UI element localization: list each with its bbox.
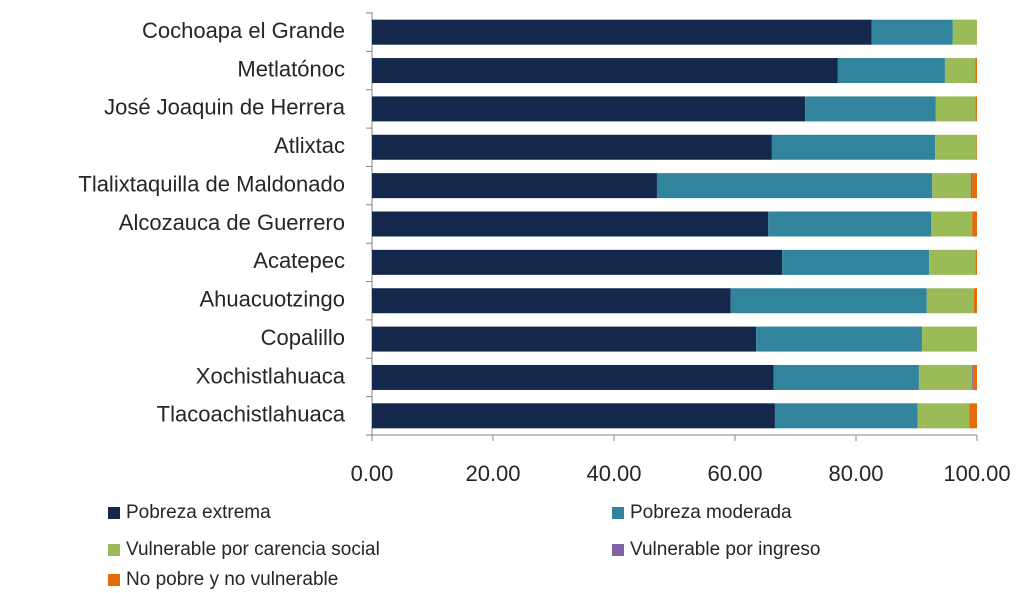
bar-segment xyxy=(774,403,918,429)
bar-segment xyxy=(871,19,953,45)
category-label: Acatepec xyxy=(253,248,345,273)
category-label: Tlacoachistlahuaca xyxy=(157,402,346,427)
bar-segment xyxy=(921,326,977,352)
bar-segment xyxy=(372,96,806,122)
bar-segment xyxy=(975,249,976,275)
bar-segment xyxy=(837,58,945,84)
legend-label: Vulnerable por carencia social xyxy=(126,539,380,560)
category-label: Xochistlahuaca xyxy=(196,363,346,388)
bar-segment xyxy=(932,173,971,199)
bar-segment xyxy=(976,134,977,160)
legend-label: No pobre y no vulnerable xyxy=(126,569,338,590)
bar-segment xyxy=(782,249,930,275)
bar-segment xyxy=(372,364,774,390)
bar-segment xyxy=(372,288,731,314)
bar-segment xyxy=(973,364,977,390)
bar-segment xyxy=(931,211,973,237)
x-tick-label: 60.00 xyxy=(707,461,762,486)
bar-segment xyxy=(768,211,932,237)
category-label: Cochoapa el Grande xyxy=(142,18,345,43)
x-tick-label: 20.00 xyxy=(465,461,520,486)
bar-segment xyxy=(926,288,974,314)
bar-segment xyxy=(975,96,977,122)
bar-segment xyxy=(952,19,977,45)
category-label: Atlixtac xyxy=(274,133,345,158)
legend-label: Pobreza moderada xyxy=(630,502,792,523)
bar-segment xyxy=(372,19,872,45)
bar-segment xyxy=(372,326,757,352)
bar-segment xyxy=(656,173,933,199)
bar-segment xyxy=(973,288,977,314)
bar-segment xyxy=(917,403,970,429)
bar-segment xyxy=(372,58,838,84)
legend-swatch xyxy=(108,507,120,519)
x-tick-label: 40.00 xyxy=(586,461,641,486)
bar-segment xyxy=(935,96,976,122)
x-tick-label: 0.00 xyxy=(351,461,394,486)
x-tick-label: 100.00 xyxy=(943,461,1010,486)
bar-segment xyxy=(944,58,976,84)
bar-segment xyxy=(918,364,973,390)
bar-segment xyxy=(805,96,936,122)
bar-segment xyxy=(975,249,977,275)
bar-segment xyxy=(935,134,977,160)
category-label: Alcozauca de Guerrero xyxy=(119,210,345,235)
bar-segment xyxy=(969,403,970,429)
category-label: Ahuacuotzingo xyxy=(199,287,345,312)
bar-segment xyxy=(972,364,974,390)
bar-segment xyxy=(372,134,772,160)
legend-swatch xyxy=(612,507,624,519)
legend-swatch xyxy=(612,544,624,556)
legend-label: Vulnerable por ingreso xyxy=(630,539,820,560)
category-label: Tlalixtaquilla de Maldonado xyxy=(78,171,345,196)
bar-segment xyxy=(372,211,769,237)
bar-segment xyxy=(972,173,977,199)
bar-segment xyxy=(372,403,775,429)
legend-swatch xyxy=(108,574,120,586)
bar-segment xyxy=(970,173,973,199)
bar-segment xyxy=(771,134,936,160)
legend-swatch xyxy=(108,544,120,556)
category-label: Copalillo xyxy=(261,325,345,350)
category-label: José Joaquin de Herrera xyxy=(104,95,346,120)
bar-segment xyxy=(975,58,977,84)
bar-segment xyxy=(929,249,976,275)
bar-segment xyxy=(372,249,783,275)
bar-segment xyxy=(756,326,922,352)
legend-label: Pobreza extrema xyxy=(126,502,271,523)
bar-segment xyxy=(969,403,977,429)
bar-segment xyxy=(730,288,927,314)
bar-segment xyxy=(773,364,919,390)
bar-segment xyxy=(372,173,657,199)
category-label: Metlatónoc xyxy=(237,56,345,81)
bar-segment xyxy=(975,96,976,122)
x-tick-label: 80.00 xyxy=(828,461,883,486)
bar-segment xyxy=(972,211,977,237)
